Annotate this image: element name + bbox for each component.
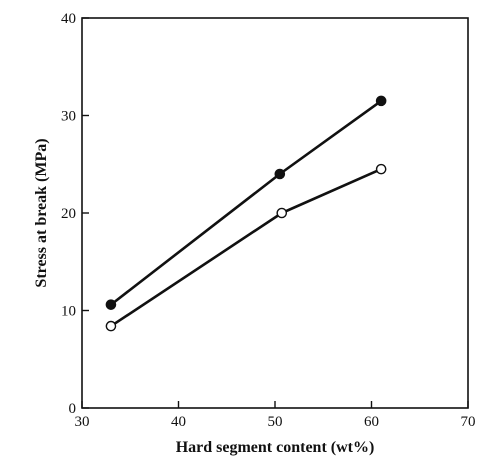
plot-frame: [82, 18, 468, 408]
x-tick-label: 70: [461, 414, 476, 430]
open-data-point: [277, 208, 286, 217]
series-1-line: [111, 101, 381, 305]
y-tick-label: 30: [61, 109, 76, 125]
y-tick-label: 20: [61, 206, 76, 222]
open-data-point: [377, 165, 386, 174]
filled-data-point: [377, 96, 386, 105]
x-tick-label: 50: [268, 414, 283, 430]
x-tick-label: 40: [171, 414, 186, 430]
x-axis-ticks: 30 40 50 60 70: [75, 401, 476, 430]
open-data-point: [106, 322, 115, 331]
y-tick-label: 40: [61, 11, 76, 27]
x-axis-label: Hard segment content (wt%): [176, 439, 375, 456]
filled-data-point: [275, 169, 284, 178]
y-axis-ticks: 0 10 20 30 40: [61, 11, 89, 417]
filled-data-point: [106, 300, 115, 309]
y-axis-label: Stress at break (MPa): [33, 138, 50, 287]
x-tick-label: 60: [364, 414, 379, 430]
series-layer: [106, 96, 385, 330]
series-2-line: [111, 169, 381, 326]
y-tick-label: 0: [69, 401, 77, 417]
y-tick-label: 10: [61, 304, 76, 320]
x-tick-label: 30: [75, 414, 90, 430]
